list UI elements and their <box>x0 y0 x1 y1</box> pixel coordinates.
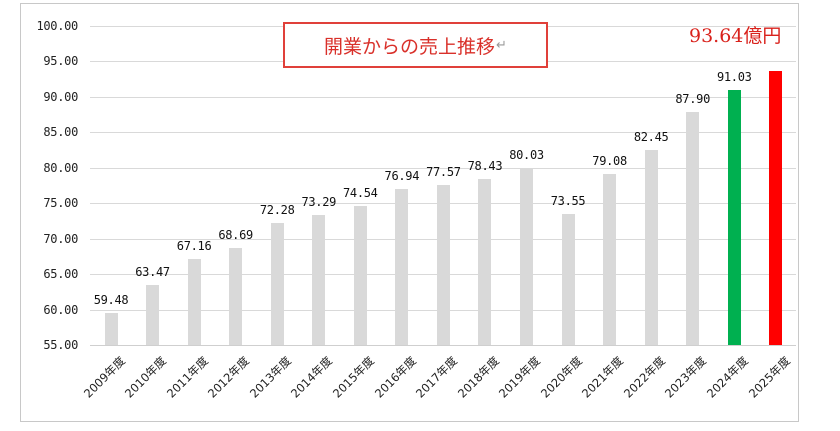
bar-2020年度 <box>561 213 575 345</box>
data-label: 76.94 <box>384 169 420 184</box>
bar-2014年度 <box>312 215 326 345</box>
bar-2009年度 <box>104 313 118 345</box>
gridline <box>90 132 796 134</box>
data-label: 68.69 <box>218 227 253 242</box>
y-tick-label: 90.00 <box>43 89 78 104</box>
bar-2015年度 <box>353 206 367 345</box>
data-label: 79.08 <box>592 154 627 169</box>
y-tick-label: 55.00 <box>43 338 78 352</box>
y-tick-label: 85.00 <box>43 125 78 140</box>
bar-2013年度 <box>270 222 284 345</box>
bar-2011年度 <box>187 258 201 345</box>
y-tick-label: 70.00 <box>43 231 78 246</box>
bar-2016年度 <box>395 189 409 345</box>
bar-2024年度 <box>727 89 741 345</box>
bar-2019年度 <box>520 167 533 345</box>
y-tick-label: 100.00 <box>36 19 78 33</box>
data-label: 91.03 <box>716 69 752 84</box>
bar-2017年度 <box>436 185 450 345</box>
plot-area <box>90 26 796 346</box>
data-label: 74.54 <box>342 186 378 201</box>
data-label: 73.29 <box>301 195 337 210</box>
return-mark-icon: ↵ <box>496 37 507 53</box>
bar-2018年度 <box>478 178 492 345</box>
data-label: 73.55 <box>550 193 586 208</box>
bar-2025年度 <box>769 71 783 345</box>
data-label: 82.45 <box>633 130 669 145</box>
bar-2021年度 <box>603 174 617 345</box>
y-tick-label: 80.00 <box>43 160 78 175</box>
chart-frame <box>20 3 799 422</box>
y-tick-label: 60.00 <box>43 302 78 317</box>
bar-2022年度 <box>644 150 658 345</box>
bar-2012年度 <box>229 247 243 345</box>
data-label: 72.28 <box>259 202 295 217</box>
bar-2010年度 <box>146 284 160 345</box>
data-label: 87.90 <box>675 91 710 106</box>
data-label: 63.47 <box>135 264 170 279</box>
y-tick-label: 75.00 <box>43 196 78 211</box>
y-tick-label: 95.00 <box>43 54 78 69</box>
gridline <box>90 345 796 346</box>
data-label: 59.48 <box>93 293 129 308</box>
data-label: 67.16 <box>176 238 212 253</box>
chart-title: 開業からの売上推移 <box>324 35 496 58</box>
data-label: 77.57 <box>426 165 461 179</box>
highlight-annotation: 93.64億円 <box>689 25 782 47</box>
chart-title-box: 開業からの売上推移 ↵ <box>283 22 548 68</box>
y-tick-label: 65.00 <box>43 267 78 282</box>
data-label: 78.43 <box>467 158 503 173</box>
gridline <box>90 167 796 169</box>
gridline <box>90 96 796 98</box>
data-label: 80.03 <box>509 147 544 162</box>
bar-2023年度 <box>686 111 700 345</box>
